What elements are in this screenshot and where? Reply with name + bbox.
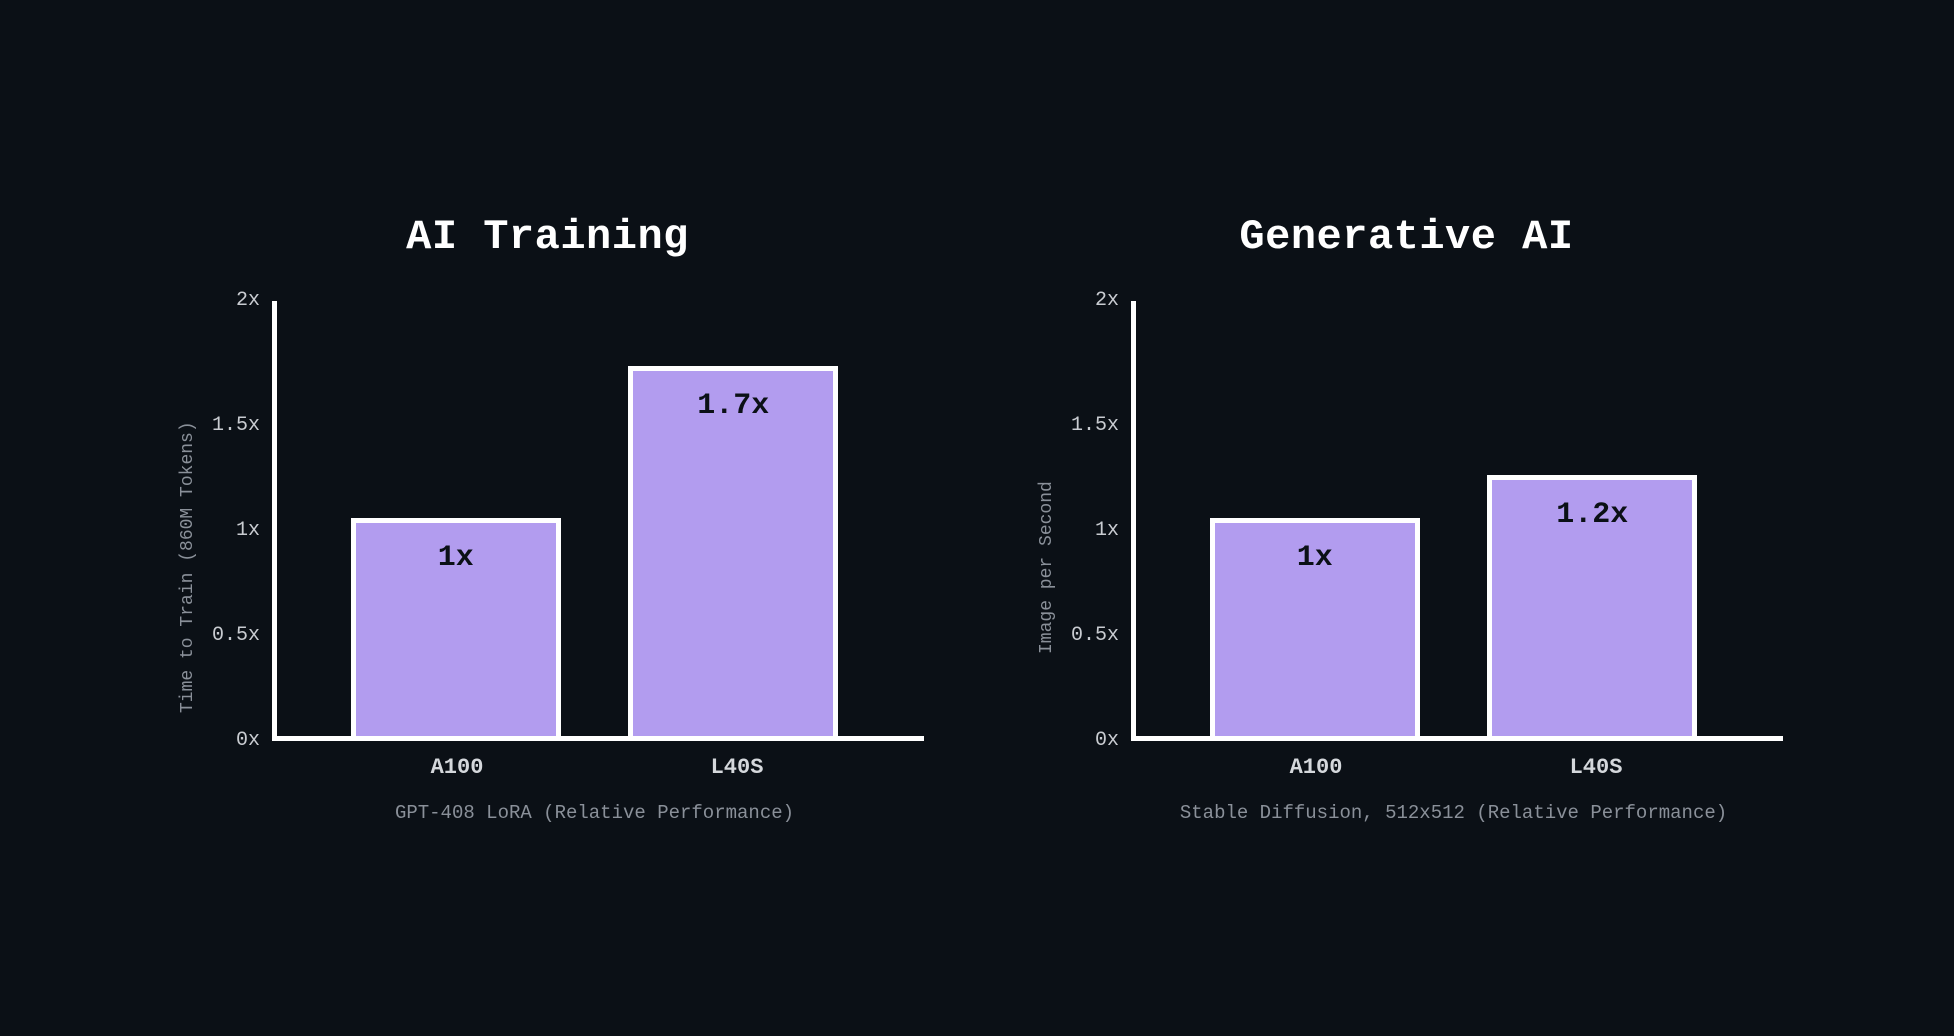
bar-value-label: 1x <box>438 541 474 575</box>
y-tick: 2x <box>236 291 260 311</box>
y-axis-label: Time to Train (860M Tokens) <box>178 301 198 824</box>
y-tick: 1x <box>236 521 260 541</box>
bar-a100: 1x <box>1210 518 1420 736</box>
chart-plot-area: 1x 1.2x <box>1131 301 1771 741</box>
x-axis-ticks: A100 L40S <box>277 741 917 780</box>
bar-value-label: 1x <box>1297 541 1333 575</box>
chart-panel-generative-ai: Generative AI Image per Second 2x 1.5x 1… <box>1037 213 1776 824</box>
x-tick: L40S <box>1491 755 1701 780</box>
y-tick: 0x <box>1095 731 1119 751</box>
y-tick: 1.5x <box>1071 416 1119 436</box>
y-tick: 2x <box>1095 291 1119 311</box>
bar-l40s: 1.2x <box>1487 475 1697 736</box>
x-tick: A100 <box>1211 755 1421 780</box>
bar-slot: 1.2x <box>1487 301 1697 736</box>
y-tick: 1x <box>1095 521 1119 541</box>
chart-panel-ai-training: AI Training Time to Train (860M Tokens) … <box>178 213 917 824</box>
bar-a100: 1x <box>351 518 561 736</box>
x-axis-label: Stable Diffusion, 512x512 (Relative Perf… <box>1131 802 1776 824</box>
y-tick: 1.5x <box>212 416 260 436</box>
chart-body: Time to Train (860M Tokens) 2x 1.5x 1x 0… <box>178 301 917 824</box>
chart-body: Image per Second 2x 1.5x 1x 0.5x 0x 1x 1… <box>1037 301 1776 824</box>
y-tick: 0x <box>236 731 260 751</box>
chart-plot-area: 1x 1.7x <box>272 301 912 741</box>
x-axis-label: GPT-408 LoRA (Relative Performance) <box>272 802 917 824</box>
x-axis-ticks: A100 L40S <box>1136 741 1776 780</box>
x-tick: L40S <box>632 755 842 780</box>
y-tick: 0.5x <box>1071 626 1119 646</box>
x-tick: A100 <box>352 755 562 780</box>
bar-slot: 1x <box>351 301 561 736</box>
y-axis-label: Image per Second <box>1037 301 1057 824</box>
y-tick: 0.5x <box>212 626 260 646</box>
bar-value-label: 1.7x <box>697 389 769 423</box>
chart-title: Generative AI <box>1239 213 1573 261</box>
bar-slot: 1.7x <box>628 301 838 736</box>
chart-title: AI Training <box>406 213 689 261</box>
y-axis-ticks: 2x 1.5x 1x 0.5x 0x <box>212 301 272 741</box>
bar-l40s: 1.7x <box>628 366 838 736</box>
y-axis-ticks: 2x 1.5x 1x 0.5x 0x <box>1071 301 1131 741</box>
bar-value-label: 1.2x <box>1556 498 1628 532</box>
bar-slot: 1x <box>1210 301 1420 736</box>
